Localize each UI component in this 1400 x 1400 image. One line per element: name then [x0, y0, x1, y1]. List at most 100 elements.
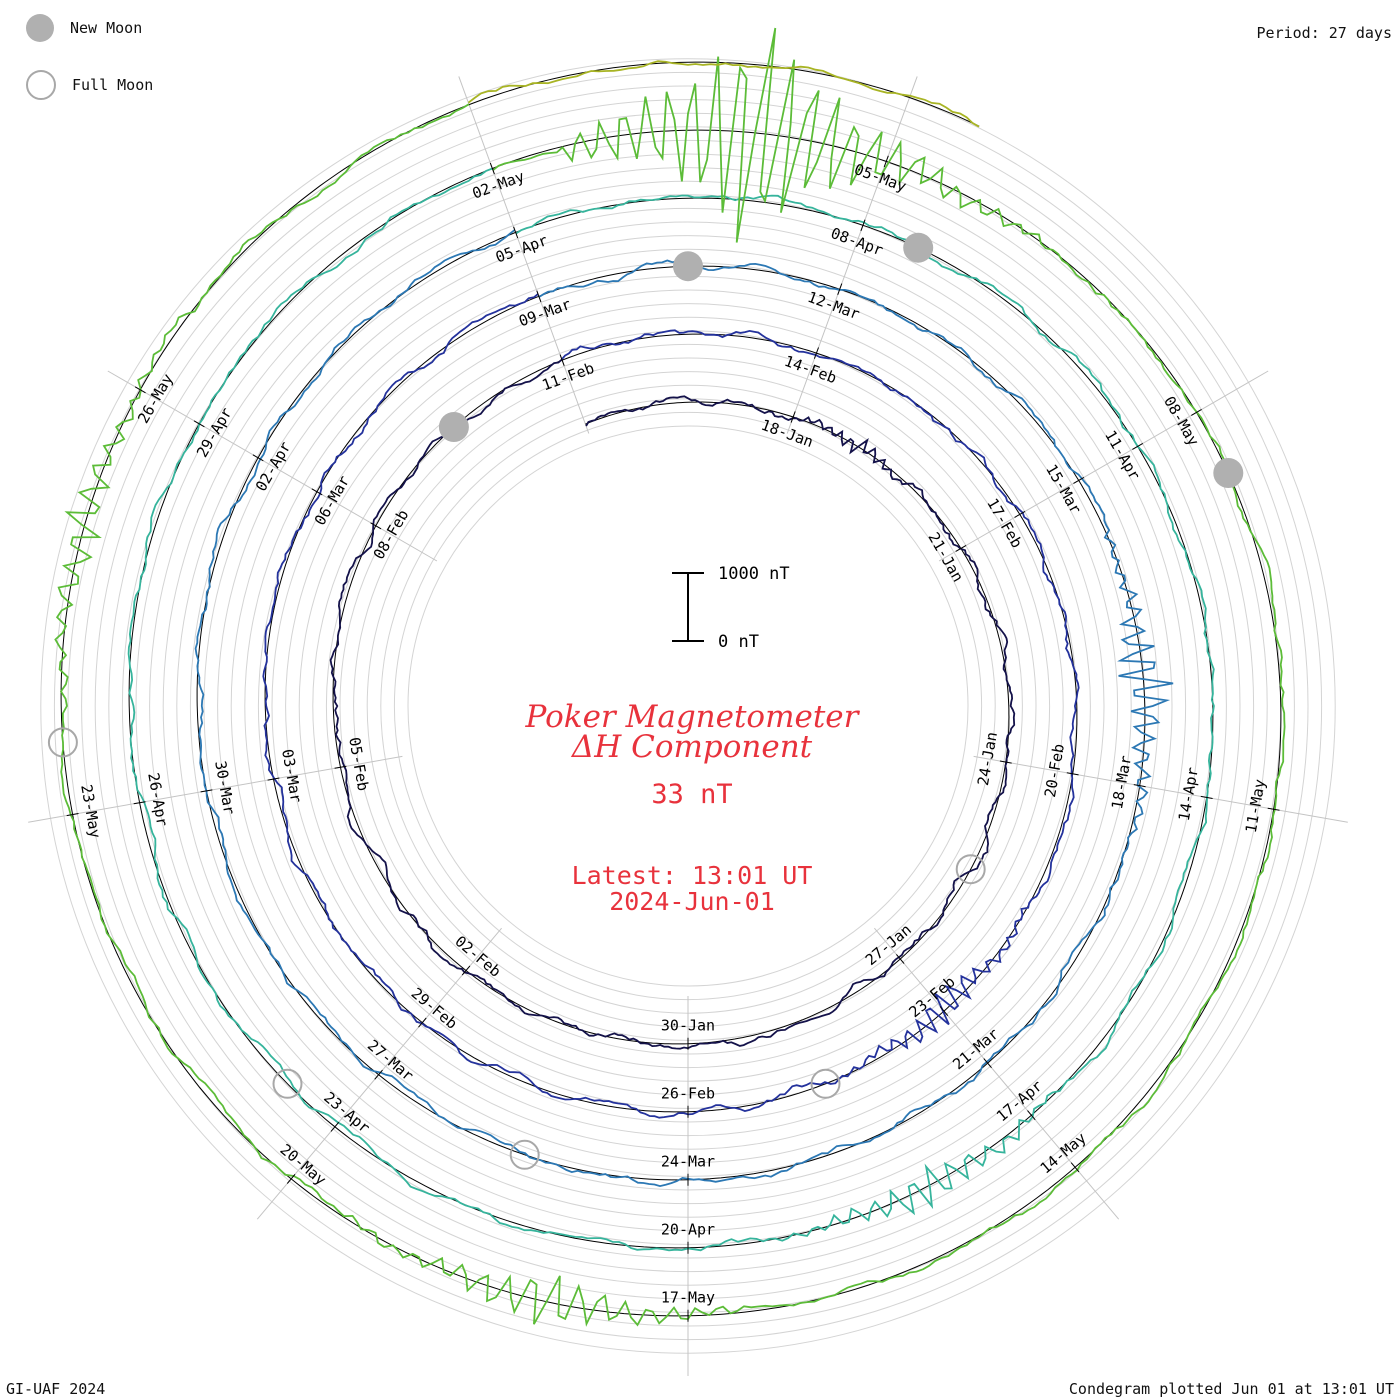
tick-label: 27-Mar: [364, 1036, 417, 1085]
tick-mark: [1066, 772, 1079, 776]
moon-markers: [47, 232, 1244, 1170]
tick-mark: [983, 1058, 992, 1069]
tick-mark: [1132, 442, 1144, 450]
cycle-baseline: [60, 104, 1282, 1317]
tick-mark: [860, 219, 866, 232]
tick-label: 11-May: [1242, 778, 1269, 834]
tick-mark: [999, 760, 1012, 764]
tick-mark: [1073, 476, 1085, 484]
tick-label: 27-Jan: [862, 921, 915, 970]
tick-mark: [267, 777, 280, 781]
tick-mark: [461, 965, 471, 976]
cycle-baselines: [60, 61, 1282, 1317]
tick-label: 30-Jan: [661, 1016, 715, 1034]
tick-mark: [790, 411, 796, 423]
tick-label: 02-May: [470, 167, 527, 202]
tick-label: 02-Feb: [451, 932, 504, 981]
center-titles: Poker Magnetometer ΔH Component 33 nT La…: [525, 699, 861, 916]
tick-mark: [489, 162, 495, 175]
tick-label: 14-Feb: [782, 352, 839, 387]
tick-label: 26-Feb: [661, 1084, 715, 1102]
title-line-1: Poker Magnetometer: [525, 699, 861, 735]
spoke-line: [938, 370, 1269, 562]
tick-mark: [1133, 784, 1146, 788]
spoke-line: [458, 76, 590, 434]
scale-bottom-label: 0 nT: [718, 632, 759, 652]
full-moon-marker: [509, 1139, 540, 1170]
tick-mark: [286, 1173, 296, 1184]
spoke-line: [786, 76, 918, 434]
tick-mark: [133, 801, 146, 805]
tick-label: 11-Feb: [540, 359, 597, 394]
tick-mark: [513, 226, 519, 239]
tick-mark: [334, 765, 347, 769]
footer-credit: GI-UAF 2024: [6, 1380, 106, 1398]
cycle-baseline: [332, 359, 1010, 1045]
cycle-trace: [467, 60, 980, 128]
tick-label: 26-Apr: [144, 771, 171, 827]
tick-label: 23-May: [77, 783, 104, 839]
tick-mark: [252, 454, 264, 462]
tick-mark: [1014, 510, 1026, 518]
tick-mark: [1027, 1110, 1036, 1121]
tick-label: 20-Apr: [661, 1220, 715, 1238]
tick-label: 05-Apr: [493, 231, 550, 266]
tick-mark: [536, 290, 542, 303]
tick-label: 18-Mar: [1108, 754, 1135, 810]
scale-top-label: 1000 nT: [718, 564, 790, 584]
new-moon-marker: [438, 412, 469, 442]
new-moon-marker: [1213, 458, 1244, 488]
tick-mark: [1070, 1162, 1080, 1173]
magnetometer-traces: [54, 27, 1286, 1327]
tick-label: 17-Apr: [993, 1077, 1046, 1126]
tick-mark: [374, 1069, 383, 1080]
new-moon-marker: [903, 232, 934, 263]
tick-mark: [370, 522, 382, 530]
tick-mark: [330, 1121, 340, 1132]
tick-label: 30-Mar: [211, 759, 238, 815]
full-moon-marker: [47, 727, 78, 758]
tick-label: 20-Feb: [1041, 742, 1068, 798]
new-moon-icon: [26, 14, 54, 42]
tick-mark: [883, 155, 889, 168]
cycle-trace: [194, 229, 1174, 1188]
grid-ring: [407, 425, 969, 987]
latest-time: Latest: 13:01 UT: [572, 861, 813, 890]
cycle-baseline: [196, 231, 1146, 1181]
title-line-2: ΔH Component: [571, 729, 813, 765]
scale-bar: 1000 nT 0 nT: [672, 564, 790, 652]
footer-plotted: Condegram plotted Jun 01 at 13:01 UT: [1068, 1380, 1394, 1398]
tick-mark: [939, 1006, 949, 1017]
tick-label: 24-Mar: [661, 1152, 715, 1170]
tick-mark: [311, 488, 323, 496]
current-value: 33 nT: [651, 779, 732, 810]
tick-label: 23-Feb: [906, 973, 959, 1022]
full-moon-marker: [955, 854, 986, 885]
legend-new-moon-label: New Moon: [70, 19, 143, 37]
tick-mark: [66, 813, 79, 817]
spoke-line: [973, 755, 1348, 823]
tick-label: 24-Jan: [974, 731, 1001, 787]
full-moon-marker: [810, 1068, 841, 1099]
legend-full-moon: Full Moon: [26, 70, 153, 100]
tick-label: 14-May: [1037, 1129, 1090, 1178]
tick-mark: [837, 283, 843, 295]
tick-mark: [813, 347, 819, 359]
tick-mark: [955, 544, 967, 552]
cycle-trace: [54, 27, 1286, 1327]
tick-label: 18-Jan: [759, 416, 816, 451]
tick-label: 21-Mar: [949, 1025, 1002, 1074]
tick-mark: [1267, 807, 1280, 811]
tick-mark: [1191, 408, 1202, 416]
tick-label: 17-May: [661, 1288, 715, 1306]
cycle-trace: [329, 358, 1016, 1050]
tick-mark: [418, 1017, 427, 1028]
tick-label: 08-Apr: [828, 224, 885, 259]
period-label: Period: 27 days: [1256, 24, 1392, 42]
cycle-baseline: [128, 168, 1214, 1249]
full-moon-marker: [272, 1068, 303, 1099]
cycle-trace: [262, 293, 1080, 1119]
tick-mark: [200, 789, 213, 793]
cycle-trace: [127, 167, 1215, 1252]
